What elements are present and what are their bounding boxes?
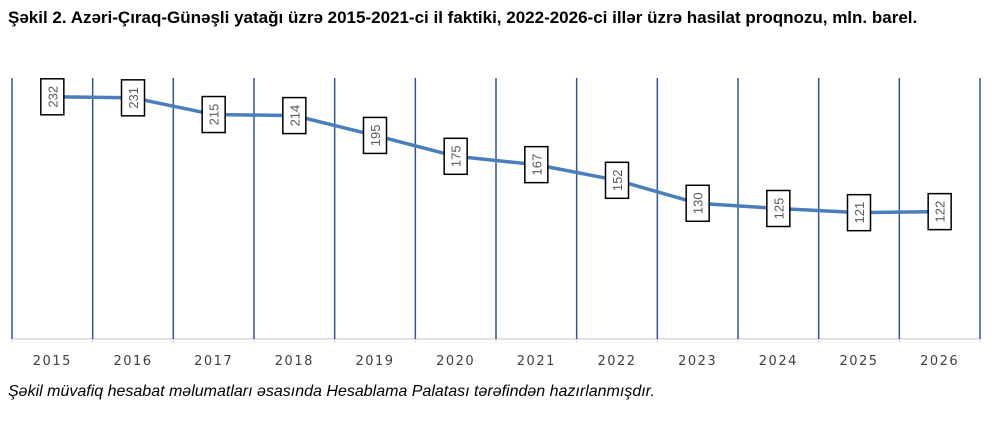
data-label-box [120, 79, 146, 117]
data-label: 215 [207, 104, 222, 126]
x-tick-label: 2024 [759, 354, 798, 369]
chart-title: Şəkil 2. Azəri-Çıraq-Günəşli yatağı üzrə… [8, 8, 918, 27]
data-label: 175 [449, 145, 464, 167]
data-label-box [604, 161, 630, 200]
x-tick-label: 2021 [517, 354, 556, 369]
x-tick-label: 2025 [839, 354, 878, 369]
data-label-box [40, 78, 65, 116]
data-label-box [685, 184, 710, 223]
data-label-box [846, 193, 872, 232]
data-label: 152 [610, 169, 625, 191]
data-label-box [766, 189, 791, 228]
data-label: 125 [771, 198, 786, 220]
x-tick-label: 2017 [194, 354, 233, 369]
x-tick-label: 2022 [597, 354, 636, 369]
series-line [52, 95, 940, 215]
data-label: 122 [933, 201, 948, 223]
data-label-box [201, 95, 226, 134]
data-label: 231 [126, 87, 141, 109]
data-label-box [524, 145, 549, 184]
x-tick-label: 2018 [275, 354, 314, 369]
data-label: 130 [691, 192, 706, 214]
data-label: 214 [287, 105, 302, 127]
data-label-box [927, 192, 952, 231]
x-tick-label: 2015 [33, 354, 72, 369]
data-label-box [282, 96, 307, 135]
x-tick-label: 2016 [113, 354, 152, 369]
data-label: 232 [45, 86, 60, 108]
x-tick-label: 2020 [436, 354, 475, 369]
data-label-box [443, 137, 468, 176]
data-label: 121 [852, 202, 867, 224]
data-label-box [362, 116, 388, 155]
source-note: Şəkil müvafiq hesabat məlumatları əsasın… [8, 383, 655, 400]
data-label: 167 [529, 154, 544, 176]
x-tick-label: 2019 [355, 354, 394, 369]
x-tick-label: 2026 [920, 354, 959, 369]
x-tick-label: 2023 [678, 354, 717, 369]
data-label: 195 [368, 125, 383, 147]
